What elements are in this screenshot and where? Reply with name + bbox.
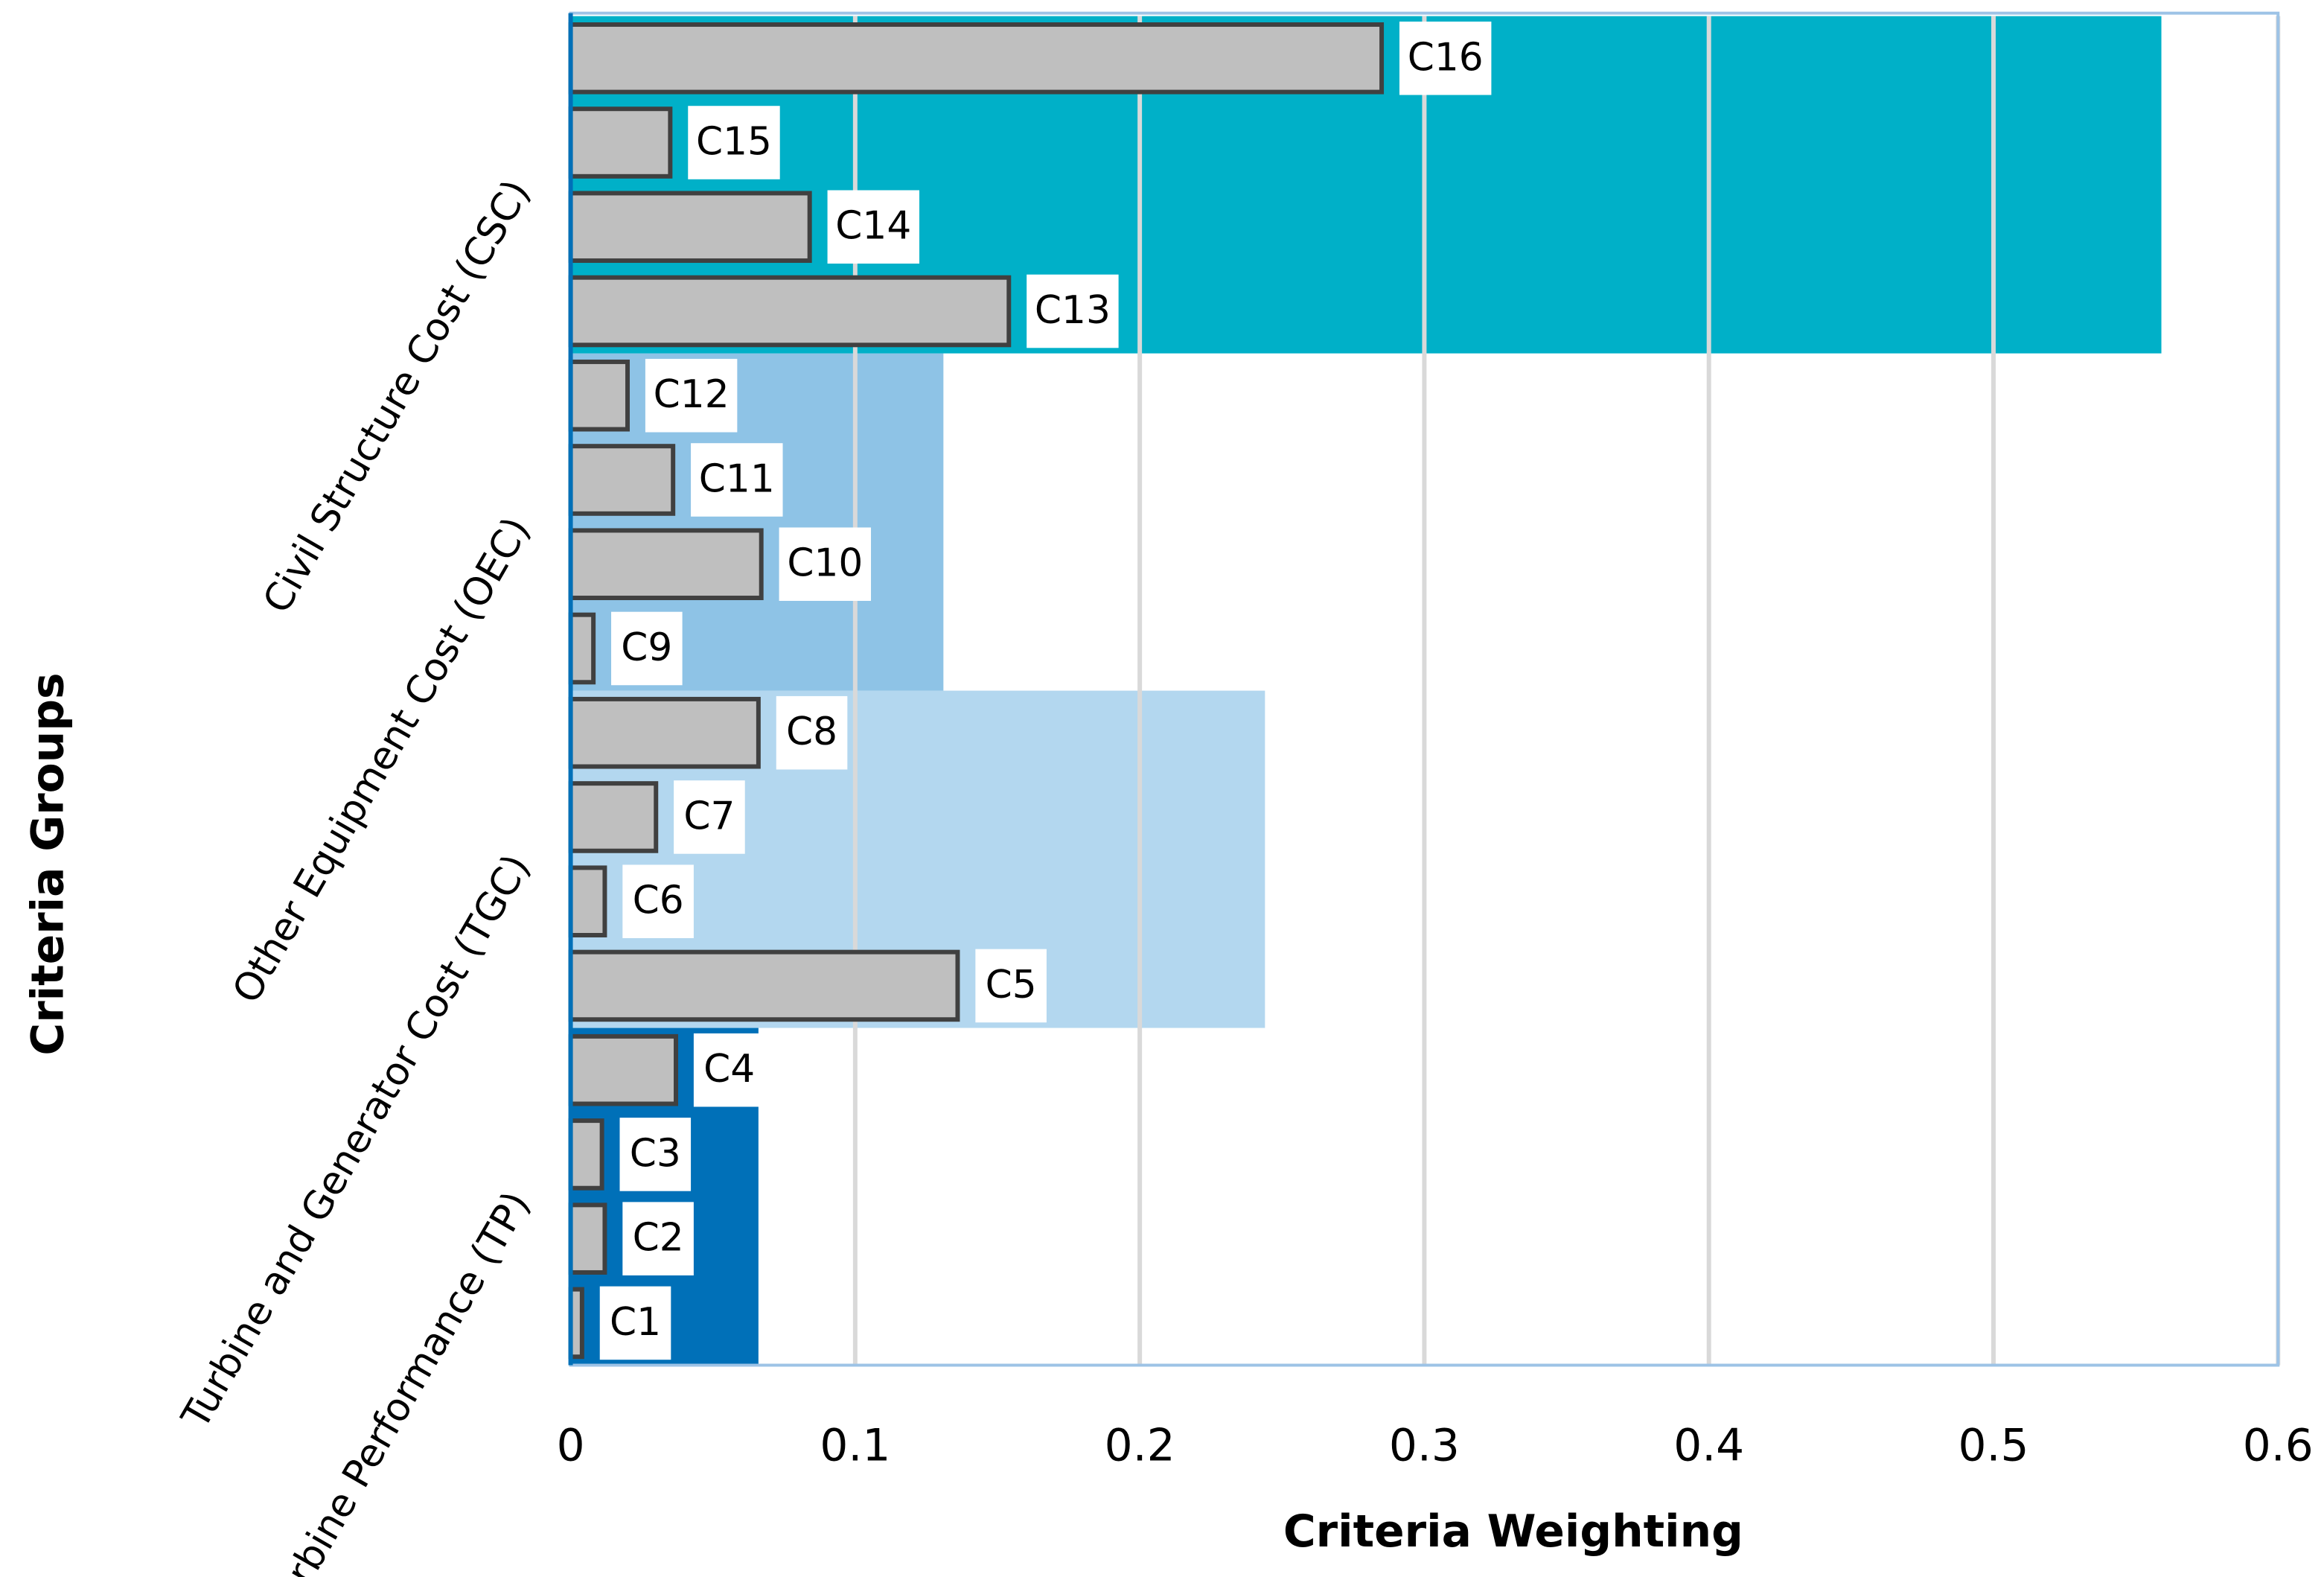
- y-axis-title: Criteria Groups: [22, 672, 74, 1055]
- bar: [568, 275, 1012, 348]
- bar-label: C12: [654, 372, 730, 417]
- label-box: [779, 527, 872, 602]
- x-tick-label: 0.6: [2243, 1421, 2314, 1472]
- x-tick-label: 0.2: [1105, 1421, 1175, 1472]
- label-box: [691, 443, 783, 517]
- label-box: [622, 864, 694, 938]
- label-box: [1399, 21, 1492, 95]
- label-box: [619, 1118, 692, 1191]
- label-box: [611, 611, 683, 686]
- bar: [568, 106, 673, 179]
- bar-label: C5: [986, 963, 1037, 1007]
- bar-label: C15: [696, 120, 772, 165]
- bar: [568, 1202, 607, 1275]
- bar-label: C14: [835, 204, 911, 249]
- bar: [568, 781, 659, 853]
- label-box: [645, 358, 738, 433]
- x-tick-label: 0.1: [820, 1421, 890, 1472]
- x-tick-label: 0.5: [1958, 1421, 2028, 1472]
- bar-label: C10: [787, 541, 863, 586]
- x-tick-label: 0.3: [1389, 1421, 1460, 1472]
- bar: [568, 359, 631, 432]
- bar: [568, 949, 960, 1022]
- bar: [568, 1118, 604, 1191]
- bar-label: C2: [633, 1216, 684, 1261]
- bar: [568, 22, 1385, 95]
- bar-label: C8: [786, 710, 837, 754]
- bar-label: C16: [1408, 35, 1484, 80]
- group-label: Turbine and Generator Cost (TGC): [173, 847, 539, 1437]
- bar-label: C6: [633, 879, 684, 923]
- label-box: [1027, 274, 1119, 348]
- bar: [568, 612, 596, 685]
- bar-label: C11: [699, 456, 775, 501]
- label-box: [975, 949, 1047, 1023]
- label-box: [776, 695, 848, 770]
- bar-label: C3: [630, 1131, 681, 1176]
- bar-label: C1: [610, 1300, 661, 1345]
- bar: [568, 865, 607, 937]
- label-box: [622, 1202, 694, 1275]
- bar-label: C9: [621, 625, 672, 670]
- label-box: [688, 106, 780, 179]
- bar-label: C7: [683, 794, 735, 838]
- x-axis-title: Criteria Weighting: [1283, 1506, 1743, 1558]
- bar: [568, 444, 676, 516]
- label-box: [693, 1033, 765, 1107]
- label-box: [674, 780, 745, 854]
- bar: [568, 696, 761, 769]
- bar-label: C4: [703, 1047, 755, 1092]
- x-tick-label: 0.4: [1673, 1421, 1744, 1472]
- label-box: [599, 1286, 671, 1360]
- bar: [568, 191, 812, 264]
- label-box: [827, 190, 920, 264]
- bar: [568, 528, 764, 601]
- bar: [568, 1033, 678, 1106]
- x-tick-label: 0: [557, 1421, 585, 1472]
- bar-label: C13: [1035, 288, 1111, 333]
